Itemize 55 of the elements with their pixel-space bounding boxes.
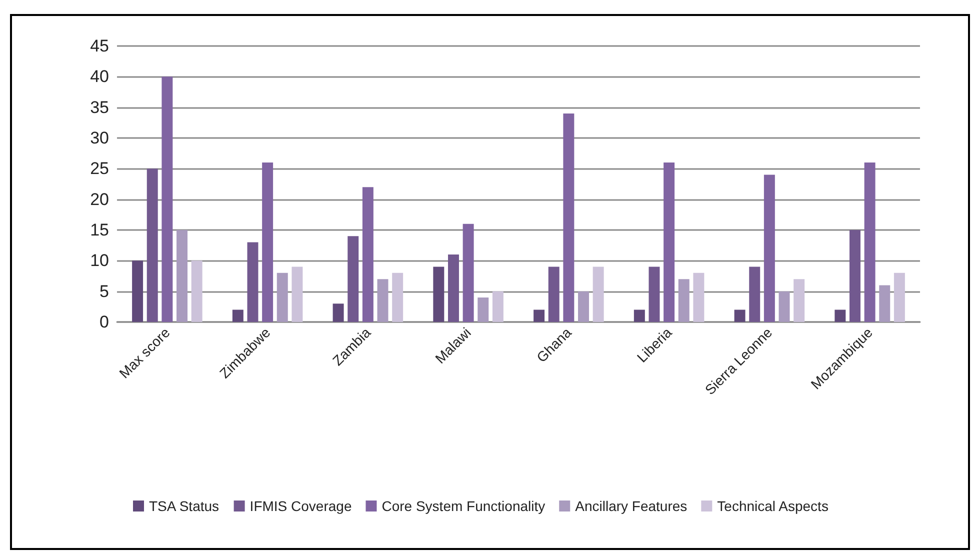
y-tick-label: 25: [90, 159, 109, 178]
bar: [292, 266, 303, 322]
bar: [778, 291, 790, 322]
bar: [162, 76, 173, 322]
bar: [191, 260, 202, 322]
bar: [864, 162, 876, 322]
bar: [332, 304, 344, 322]
bar: [232, 310, 244, 322]
bar: [146, 168, 158, 322]
y-tick-label: 5: [100, 282, 109, 301]
bar: [348, 236, 359, 322]
bar: [132, 260, 144, 322]
bar: [794, 279, 805, 322]
bar: [247, 242, 258, 322]
bar: [534, 310, 545, 322]
bar: [664, 162, 675, 322]
legend-label: IFMIS Coverage: [250, 498, 352, 514]
bar: [478, 297, 489, 322]
bar: [462, 224, 474, 322]
y-tick-label: 40: [90, 67, 109, 86]
legend-label: Ancillary Features: [575, 498, 688, 514]
legend-label: Core System Functionality: [382, 498, 546, 514]
bar: [578, 291, 589, 322]
y-tick-label: 45: [90, 36, 109, 56]
bar: [693, 272, 704, 322]
y-tick-label: 20: [90, 190, 109, 209]
bar: [734, 310, 746, 322]
bar: [362, 187, 374, 322]
bar: [433, 266, 444, 322]
bar: [563, 113, 574, 322]
legend-label: Technical Aspects: [717, 498, 828, 514]
bar: [176, 230, 188, 322]
bar: [262, 162, 274, 322]
bar: [678, 279, 690, 322]
bar: [834, 310, 846, 322]
bar: [764, 174, 775, 322]
bar: [548, 266, 560, 322]
bar: [634, 310, 645, 322]
y-tick-label: 10: [90, 251, 109, 270]
legend-label: TSA Status: [149, 498, 220, 514]
bar: [377, 279, 388, 322]
y-tick-label: 30: [90, 128, 109, 148]
bar: [492, 291, 504, 322]
bar: [392, 272, 404, 322]
y-tick-label: 15: [90, 220, 109, 240]
bar: [448, 254, 459, 322]
bar: [894, 272, 905, 322]
y-tick-label: 35: [90, 98, 109, 117]
bar: [592, 266, 604, 322]
y-tick-label: 0: [100, 312, 109, 332]
bar: [850, 230, 860, 322]
bar: [648, 266, 660, 322]
bar: [879, 285, 890, 322]
bar: [749, 266, 760, 322]
bar: [276, 272, 288, 322]
